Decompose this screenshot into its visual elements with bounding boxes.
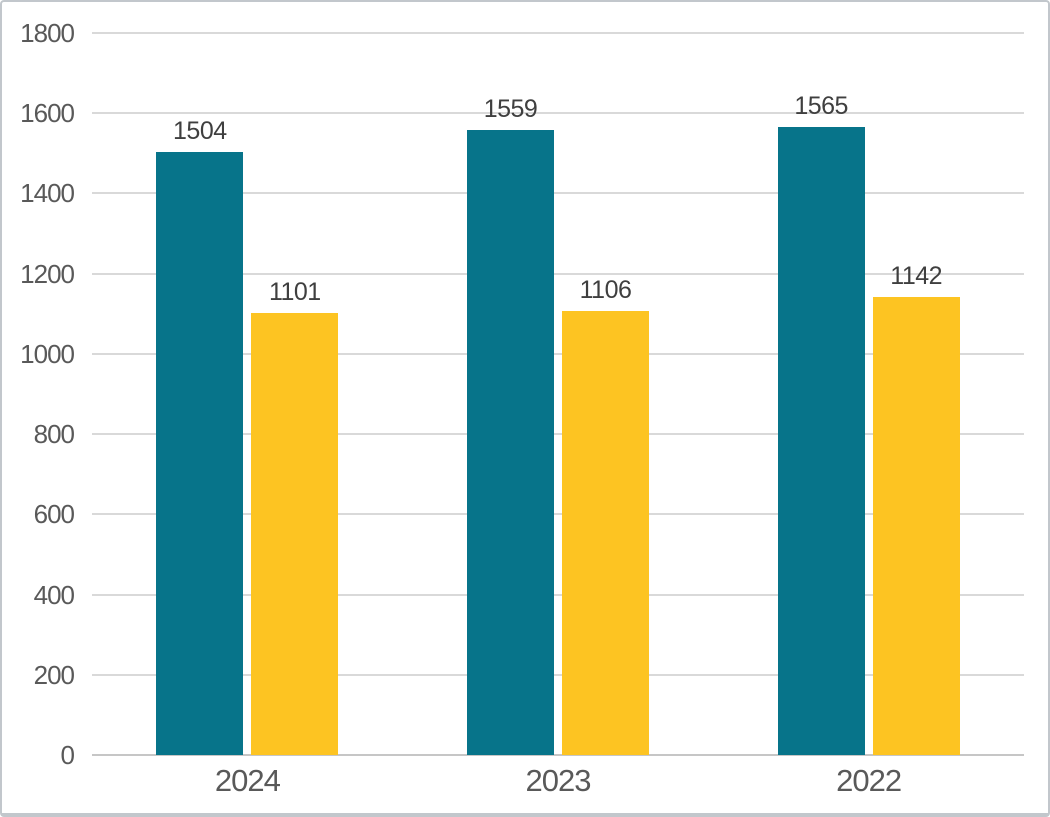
gridline [92, 352, 1024, 355]
y-tick-label: 1400 [20, 178, 75, 209]
y-tick-label: 800 [33, 419, 75, 450]
bar-gold-series-2023 [562, 311, 649, 755]
y-tick-label: 1600 [20, 98, 75, 129]
bar-value-label: 1504 [173, 116, 227, 145]
y-tick-label: 1000 [20, 338, 75, 369]
gridline [92, 272, 1024, 275]
bar-teal-series-2024 [156, 151, 244, 755]
gridline [92, 513, 1024, 516]
gridline [92, 112, 1024, 115]
gridline [92, 433, 1024, 436]
y-tick-label: 0 [60, 740, 75, 770]
x-axis-label: 2022 [836, 763, 902, 798]
bar-gold-series-2024 [251, 313, 339, 755]
gridline [92, 673, 1024, 676]
y-tick-label: 1200 [20, 258, 75, 289]
x-axis-label: 2024 [214, 763, 281, 798]
bar-gold-series-2022 [872, 296, 960, 755]
bar-value-label: 1142 [890, 261, 943, 290]
y-tick-label: 200 [33, 659, 75, 690]
y-tick-label: 1800 [20, 18, 75, 48]
y-tick-label: 400 [33, 579, 75, 610]
bar-teal-series-2022 [777, 127, 865, 755]
gridline [92, 192, 1024, 195]
x-axis-label: 2023 [525, 763, 592, 798]
bar-value-label: 1106 [579, 276, 632, 305]
bar-teal-series-2023 [467, 129, 554, 755]
gridline [92, 32, 1024, 34]
y-tick-label: 600 [33, 499, 75, 530]
bar-value-label: 1565 [794, 92, 848, 121]
x-axis-line [92, 754, 1024, 756]
bar-value-label: 1101 [268, 278, 321, 307]
bar-value-label: 1559 [483, 94, 538, 123]
gridline [92, 593, 1024, 596]
